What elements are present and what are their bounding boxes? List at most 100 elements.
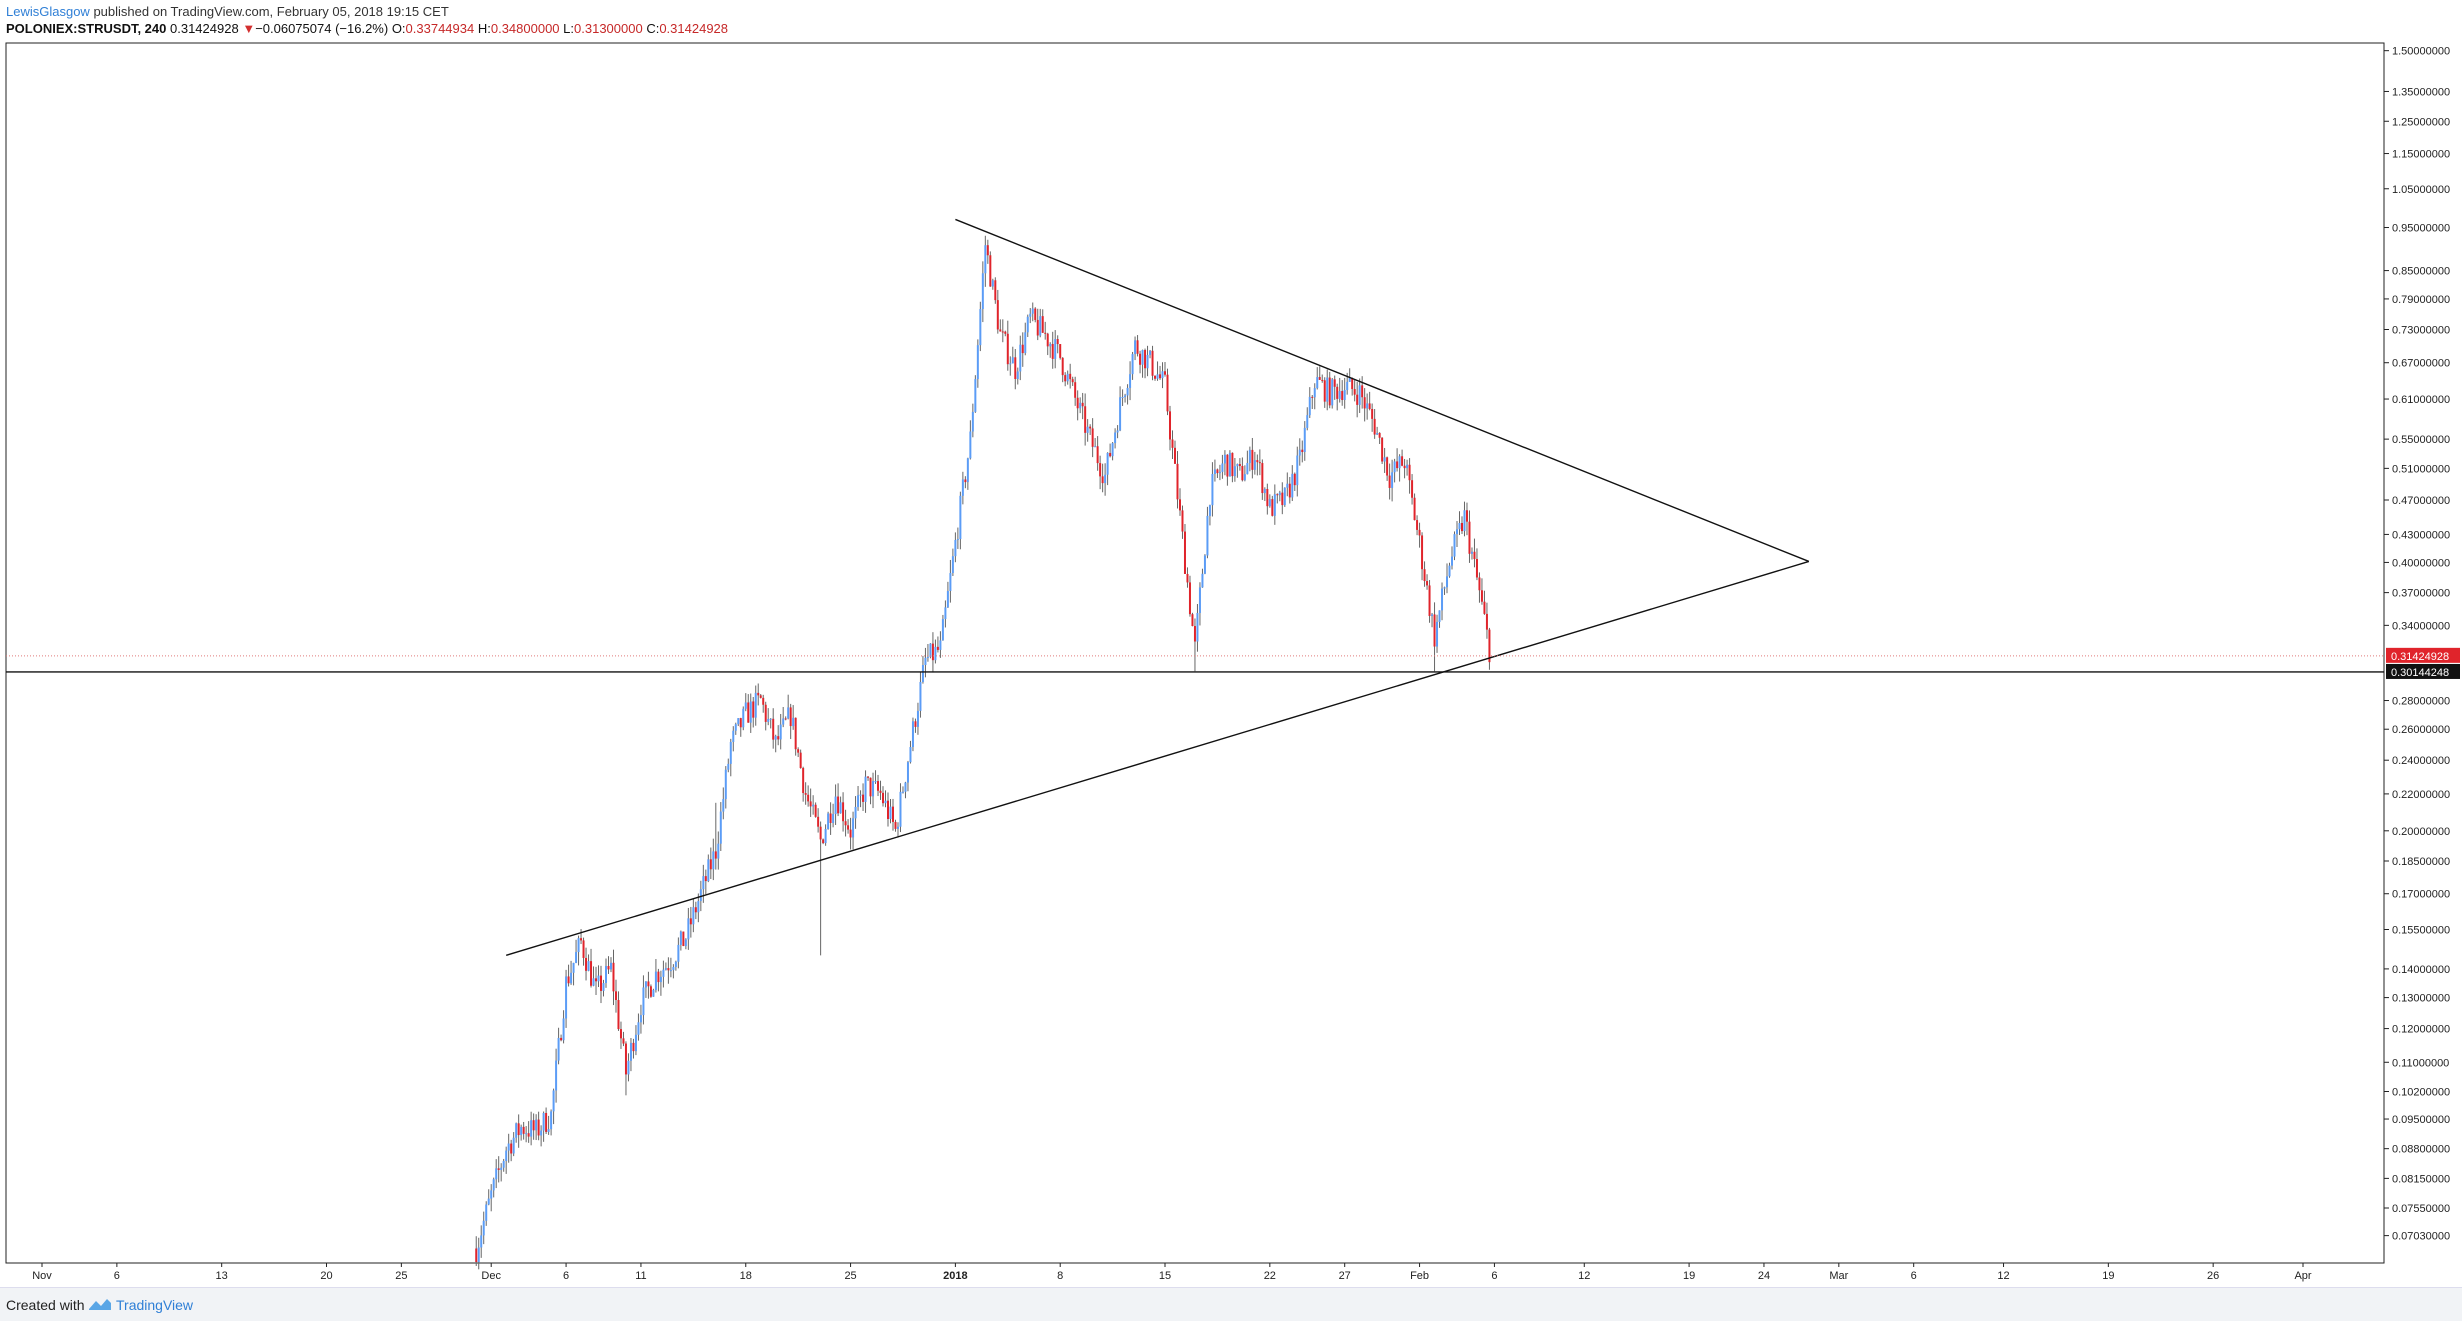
candle-body — [605, 966, 608, 984]
candle-body — [512, 1137, 515, 1154]
candle-body — [804, 793, 807, 795]
candle-body — [989, 255, 992, 287]
candle-body — [647, 981, 650, 987]
candle-body — [1303, 427, 1306, 453]
time-axis[interactable]: Nov 6 13 20 25 Dec 6 11 18 25 2018 8 15 22 27 Feb 6 12 19 2… — [32, 1263, 2312, 1282]
candle-body — [487, 1198, 490, 1205]
candle-body — [936, 646, 939, 650]
candle-body — [565, 976, 568, 1019]
candle-body — [1433, 614, 1436, 647]
candle-body — [1236, 464, 1239, 467]
candle-body — [1201, 573, 1204, 588]
current-price-label-bg — [2386, 647, 2460, 663]
candle-body — [729, 741, 732, 764]
candle-body — [1131, 354, 1134, 375]
candle-body — [979, 309, 982, 346]
candle-body — [497, 1168, 500, 1170]
candle-body — [687, 918, 690, 940]
tradingview-logo-icon[interactable] — [88, 1296, 112, 1312]
candle-body — [1480, 590, 1483, 602]
y-tick-label: 0.85000000 — [2392, 266, 2450, 278]
candle-body — [532, 1120, 535, 1131]
candle-body — [480, 1235, 483, 1248]
candle-body — [1406, 464, 1409, 469]
candle-body — [767, 718, 770, 722]
candle-body — [1286, 483, 1289, 488]
candle-body — [734, 724, 737, 731]
candle-body — [1178, 499, 1181, 511]
candle-body — [1463, 510, 1466, 532]
candle-body — [1283, 487, 1286, 506]
x-tick-label: 12 — [1578, 1270, 1590, 1282]
candle-body — [1233, 466, 1236, 477]
price-axis[interactable]: 1.50000000 1.35000000 1.25000000 1.15000000… — [2384, 46, 2460, 1243]
candle-body — [1238, 464, 1241, 466]
candle-body — [1074, 382, 1077, 398]
candle-body — [557, 1037, 560, 1061]
candle-body — [919, 681, 922, 711]
candle-body — [672, 966, 675, 971]
candle-body — [769, 718, 772, 720]
author-link[interactable]: LewisGlasgow — [6, 4, 90, 19]
candle-body — [1348, 378, 1351, 382]
candle-body — [839, 802, 842, 814]
y-tick-label: 1.50000000 — [2392, 46, 2450, 58]
tradingview-link[interactable]: TradingView — [116, 1297, 194, 1313]
candle-body — [779, 724, 782, 740]
candle-body — [1096, 446, 1099, 464]
current-price-label: 0.31424928 — [2391, 651, 2449, 663]
candle-body — [1016, 371, 1019, 379]
candle-body — [1046, 333, 1049, 347]
candle-body — [545, 1112, 548, 1132]
candle-body — [724, 769, 727, 800]
candle-body — [652, 989, 655, 997]
candle-body — [682, 931, 685, 947]
candle-body — [1460, 522, 1463, 532]
y-tick-label: 1.15000000 — [2392, 149, 2450, 161]
candle-body — [784, 718, 787, 720]
x-tick-label: 20 — [320, 1270, 332, 1282]
y-tick-label: 0.28000000 — [2392, 696, 2450, 708]
candle-body — [1323, 380, 1326, 402]
candle-body — [747, 702, 750, 723]
candle-body — [864, 776, 867, 802]
price-chart[interactable]: 1.50000000 1.35000000 1.25000000 1.15000000… — [0, 0, 2462, 1287]
candle-body — [527, 1133, 530, 1137]
candle-body — [1368, 403, 1371, 409]
candle-body — [896, 826, 899, 829]
candle-body — [1248, 449, 1251, 464]
candle-body — [1176, 463, 1179, 500]
candle-body — [649, 986, 652, 997]
candle-body — [807, 794, 810, 802]
candle-body — [1336, 386, 1339, 399]
close-label: C: — [646, 21, 660, 36]
footer-bar: Created with TradingView — [0, 1287, 2462, 1321]
candle-body — [1261, 463, 1264, 494]
y-tick-label: 0.12000000 — [2392, 1024, 2450, 1036]
candle-body — [1203, 555, 1206, 574]
candle-body — [1216, 469, 1219, 474]
candle-body — [904, 782, 907, 792]
candle-body — [505, 1150, 508, 1162]
candle-body — [662, 969, 665, 977]
y-tick-label: 0.24000000 — [2392, 755, 2450, 767]
candle-body — [814, 804, 817, 817]
candle-body — [1333, 379, 1336, 387]
candle-body — [924, 657, 927, 666]
x-tick-label: 6 — [1911, 1270, 1917, 1282]
candle-body — [477, 1247, 480, 1263]
candle-body — [1318, 377, 1321, 380]
candle-body — [1388, 475, 1391, 488]
x-tick-label: 6 — [563, 1270, 569, 1282]
candle-body — [1161, 371, 1164, 379]
candle-body — [475, 1248, 478, 1263]
y-tick-label: 0.08800000 — [2392, 1144, 2450, 1156]
candle-body — [1356, 394, 1359, 405]
candle-body — [819, 826, 822, 840]
close-value: 0.31424928 — [659, 21, 729, 36]
x-tick-label: 19 — [1683, 1270, 1695, 1282]
candle-body — [931, 643, 934, 661]
candle-body — [1343, 390, 1346, 401]
candle-body — [1328, 377, 1331, 406]
y-tick-label: 0.37000000 — [2392, 588, 2450, 600]
